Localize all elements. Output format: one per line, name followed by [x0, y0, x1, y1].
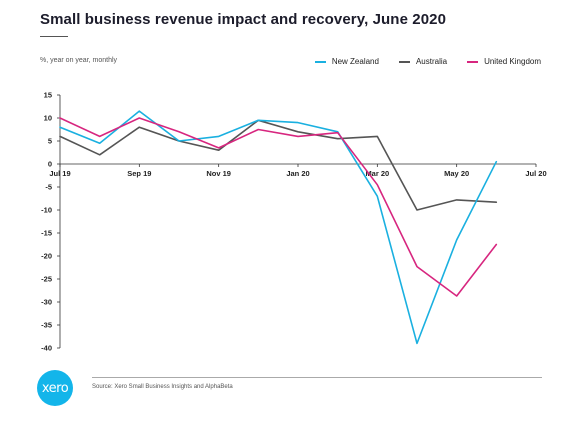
- legend: New Zealand Australia United Kingdom: [314, 57, 541, 66]
- y-tick-label: 0: [48, 160, 52, 169]
- x-tick-label: Jan 20: [286, 169, 309, 178]
- x-tick-label: Nov 19: [206, 169, 231, 178]
- xero-logo: xero: [37, 370, 73, 406]
- y-tick-label: -40: [41, 344, 52, 353]
- x-tick-label: Mar 20: [365, 169, 389, 178]
- legend-item-new-zealand: New Zealand: [314, 57, 379, 66]
- y-tick-label: 5: [48, 137, 52, 146]
- chart-title: Small business revenue impact and recove…: [40, 11, 447, 28]
- x-tick-label: Sep 19: [127, 169, 151, 178]
- legend-label-new-zealand: New Zealand: [331, 57, 379, 66]
- y-tick-label: -25: [41, 275, 52, 284]
- y-tick-label: -35: [41, 321, 52, 330]
- y-tick-label: 10: [44, 114, 52, 123]
- xero-logo-text: xero: [41, 380, 69, 396]
- x-tick-label: Jul 19: [49, 169, 70, 178]
- y-tick-label: -10: [41, 206, 52, 215]
- y-tick-label: -5: [45, 183, 52, 192]
- chart-subtitle: %, year on year, monthly: [40, 57, 118, 64]
- series-line-united-kingdom: [59, 117, 498, 297]
- legend-swatch-australia: [398, 60, 410, 63]
- legend-label-united-kingdom: United Kingdom: [484, 57, 541, 66]
- y-tick-label: -30: [41, 298, 52, 307]
- series-line-new-zealand: [59, 110, 498, 345]
- footer-divider: [92, 377, 542, 378]
- series-line-australia: [59, 119, 498, 211]
- source-note: Source: Xero Small Business Insights and…: [92, 384, 233, 390]
- y-tick-label: 15: [44, 91, 52, 100]
- legend-swatch-united-kingdom: [467, 60, 479, 63]
- y-tick-label: -15: [41, 229, 52, 238]
- legend-item-australia: Australia: [398, 57, 448, 66]
- x-tick-label: Jul 20: [525, 169, 546, 178]
- title-underline: [40, 36, 68, 37]
- x-tick-label: May 20: [444, 169, 469, 178]
- legend-label-australia: Australia: [415, 57, 448, 66]
- legend-item-united-kingdom: United Kingdom: [467, 57, 541, 66]
- y-tick-label: -20: [41, 252, 52, 261]
- legend-swatch-new-zealand: [314, 60, 326, 63]
